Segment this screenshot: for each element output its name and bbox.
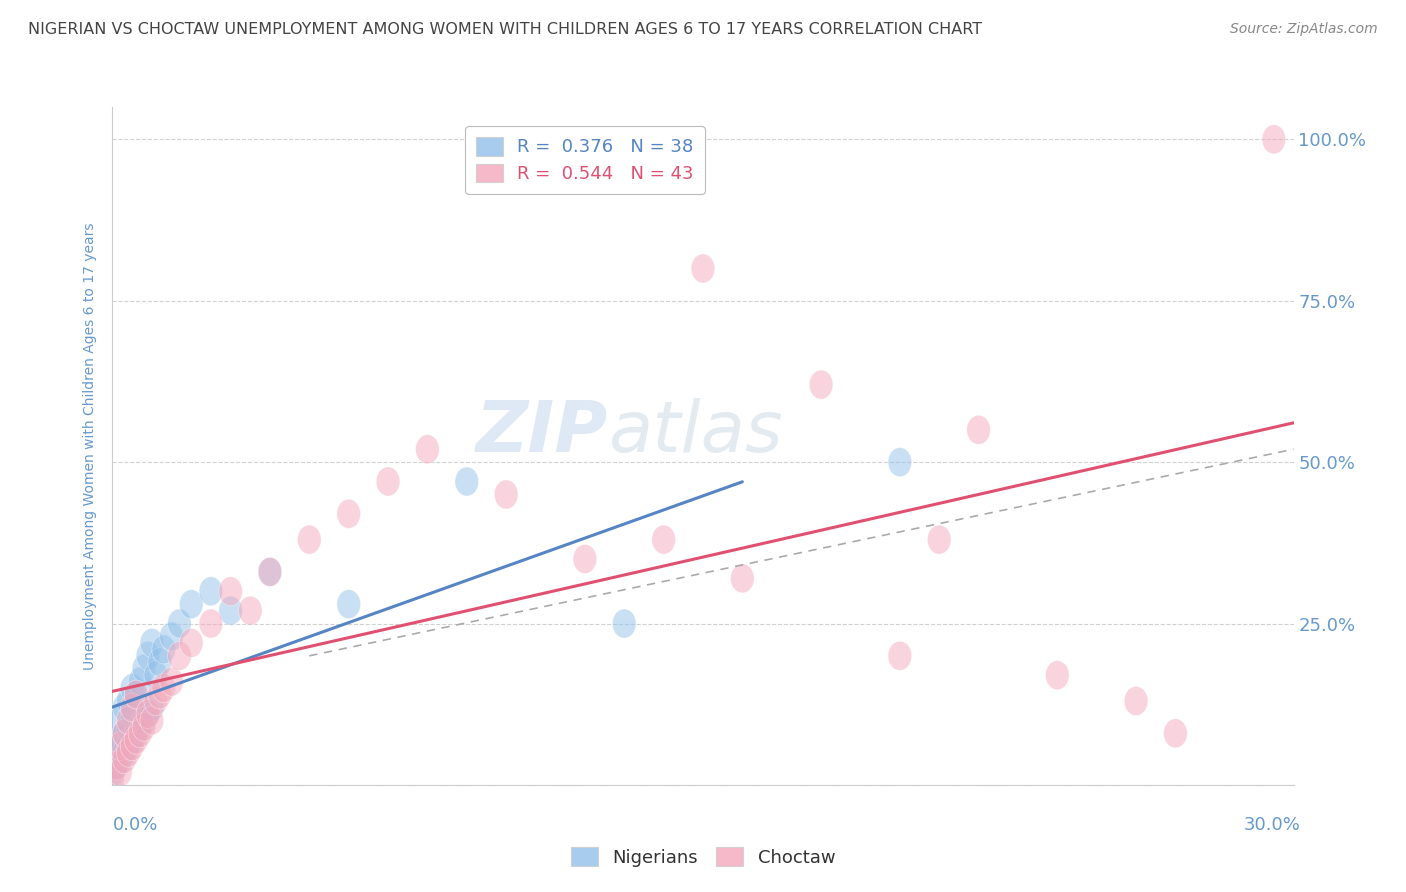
Ellipse shape [167, 641, 191, 671]
Ellipse shape [160, 667, 183, 696]
Text: 30.0%: 30.0% [1244, 816, 1301, 834]
Ellipse shape [124, 680, 148, 709]
Text: Source: ZipAtlas.com: Source: ZipAtlas.com [1230, 22, 1378, 37]
Ellipse shape [141, 628, 163, 657]
Ellipse shape [112, 719, 136, 747]
Ellipse shape [219, 596, 242, 625]
Ellipse shape [889, 641, 911, 671]
Ellipse shape [101, 764, 124, 793]
Ellipse shape [141, 706, 163, 735]
Ellipse shape [104, 739, 128, 767]
Ellipse shape [128, 719, 152, 747]
Ellipse shape [112, 693, 136, 722]
Ellipse shape [112, 739, 136, 767]
Y-axis label: Unemployment Among Women with Children Ages 6 to 17 years: Unemployment Among Women with Children A… [83, 222, 97, 670]
Ellipse shape [108, 731, 132, 761]
Ellipse shape [117, 731, 141, 761]
Ellipse shape [613, 609, 636, 638]
Ellipse shape [167, 609, 191, 638]
Ellipse shape [337, 590, 360, 619]
Ellipse shape [141, 693, 163, 722]
Ellipse shape [124, 719, 148, 747]
Ellipse shape [117, 739, 141, 767]
Ellipse shape [652, 525, 675, 554]
Ellipse shape [259, 558, 281, 586]
Ellipse shape [104, 751, 128, 780]
Ellipse shape [132, 706, 156, 735]
Ellipse shape [200, 577, 222, 606]
Ellipse shape [132, 713, 156, 741]
Text: NIGERIAN VS CHOCTAW UNEMPLOYMENT AMONG WOMEN WITH CHILDREN AGES 6 TO 17 YEARS CO: NIGERIAN VS CHOCTAW UNEMPLOYMENT AMONG W… [28, 22, 983, 37]
Ellipse shape [1164, 719, 1187, 747]
Ellipse shape [180, 590, 202, 619]
Ellipse shape [117, 713, 141, 741]
Ellipse shape [810, 370, 832, 400]
Ellipse shape [121, 699, 143, 729]
Text: 0.0%: 0.0% [112, 816, 157, 834]
Ellipse shape [143, 687, 167, 715]
Ellipse shape [121, 731, 143, 761]
Legend: R =  0.376   N = 38, R =  0.544   N = 43: R = 0.376 N = 38, R = 0.544 N = 43 [465, 127, 704, 194]
Ellipse shape [121, 725, 143, 755]
Ellipse shape [136, 641, 160, 671]
Ellipse shape [143, 661, 167, 690]
Ellipse shape [128, 713, 152, 741]
Ellipse shape [136, 699, 160, 729]
Ellipse shape [136, 699, 160, 729]
Ellipse shape [377, 467, 399, 496]
Ellipse shape [239, 596, 262, 625]
Ellipse shape [148, 680, 172, 709]
Ellipse shape [132, 654, 156, 683]
Ellipse shape [101, 757, 124, 787]
Legend: Nigerians, Choctaw: Nigerians, Choctaw [564, 840, 842, 874]
Ellipse shape [1125, 687, 1147, 715]
Ellipse shape [889, 448, 911, 476]
Ellipse shape [112, 719, 136, 747]
Ellipse shape [692, 254, 714, 283]
Ellipse shape [160, 622, 183, 651]
Ellipse shape [337, 500, 360, 528]
Ellipse shape [259, 558, 281, 586]
Ellipse shape [574, 544, 596, 574]
Ellipse shape [124, 680, 148, 709]
Ellipse shape [117, 706, 141, 735]
Ellipse shape [108, 706, 132, 735]
Ellipse shape [108, 745, 132, 773]
Ellipse shape [219, 577, 242, 606]
Ellipse shape [152, 635, 176, 664]
Ellipse shape [456, 467, 478, 496]
Ellipse shape [731, 564, 754, 593]
Ellipse shape [117, 687, 141, 715]
Ellipse shape [967, 416, 990, 444]
Ellipse shape [124, 725, 148, 755]
Ellipse shape [104, 751, 128, 780]
Ellipse shape [148, 648, 172, 677]
Ellipse shape [152, 673, 176, 703]
Text: ZIP: ZIP [477, 398, 609, 467]
Ellipse shape [121, 693, 143, 722]
Ellipse shape [1046, 661, 1069, 690]
Ellipse shape [112, 745, 136, 773]
Ellipse shape [108, 725, 132, 755]
Ellipse shape [128, 667, 152, 696]
Ellipse shape [298, 525, 321, 554]
Ellipse shape [495, 480, 517, 509]
Text: atlas: atlas [609, 398, 783, 467]
Ellipse shape [928, 525, 950, 554]
Ellipse shape [121, 673, 143, 703]
Ellipse shape [416, 434, 439, 464]
Ellipse shape [180, 628, 202, 657]
Ellipse shape [108, 757, 132, 787]
Ellipse shape [1263, 125, 1285, 153]
Ellipse shape [200, 609, 222, 638]
